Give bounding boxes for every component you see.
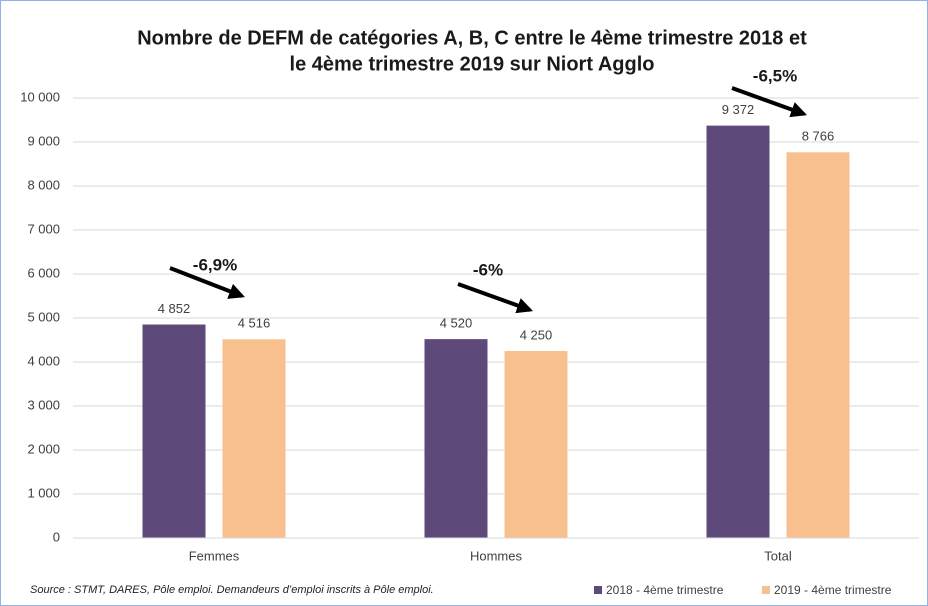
legend-swatch [762,586,770,594]
y-tick-label: 9 000 [27,133,60,148]
legend-label: 2018 - 4ème trimestre [606,583,724,597]
y-tick-label: 0 [53,529,60,544]
x-tick-label: Total [764,548,792,563]
data-label: 4 852 [158,301,191,316]
y-tick-label: 8 000 [27,177,60,192]
bar [706,125,770,538]
y-tick-label: 10 000 [20,89,60,104]
bar [424,339,488,538]
y-tick-label: 6 000 [27,265,60,280]
annotation: -6% [473,260,503,279]
data-label: 8 766 [802,129,835,144]
data-label: 4 520 [440,316,473,331]
legend-swatch [594,586,602,594]
data-label: 4 516 [238,316,271,331]
source-note: Source : STMT, DARES, Pôle emploi. Deman… [30,584,434,596]
bar [222,339,286,538]
chart-title: Nombre de DEFM de catégories A, B, C ent… [137,27,807,49]
annotation-arrow [169,266,245,299]
x-tick-label: Hommes [470,548,523,563]
y-tick-label: 4 000 [27,353,60,368]
bar [142,324,206,538]
chart-title: le 4ème trimestre 2019 sur Niort Agglo [290,53,655,75]
y-tick-label: 7 000 [27,221,60,236]
y-tick-label: 5 000 [27,309,60,324]
y-tick-label: 2 000 [27,441,60,456]
y-tick-label: 1 000 [27,485,60,500]
x-tick-label: Femmes [189,548,240,563]
y-tick-label: 3 000 [27,397,60,412]
bar [504,351,568,538]
annotation: -6,9% [193,255,237,274]
annotation-arrow [457,282,534,314]
annotation: -6,5% [753,66,797,85]
data-label: 4 250 [520,327,553,342]
annotation-arrow [731,86,808,118]
bar [786,152,850,538]
data-label: 9 372 [722,102,755,117]
legend-label: 2019 - 4ème trimestre [774,583,892,597]
